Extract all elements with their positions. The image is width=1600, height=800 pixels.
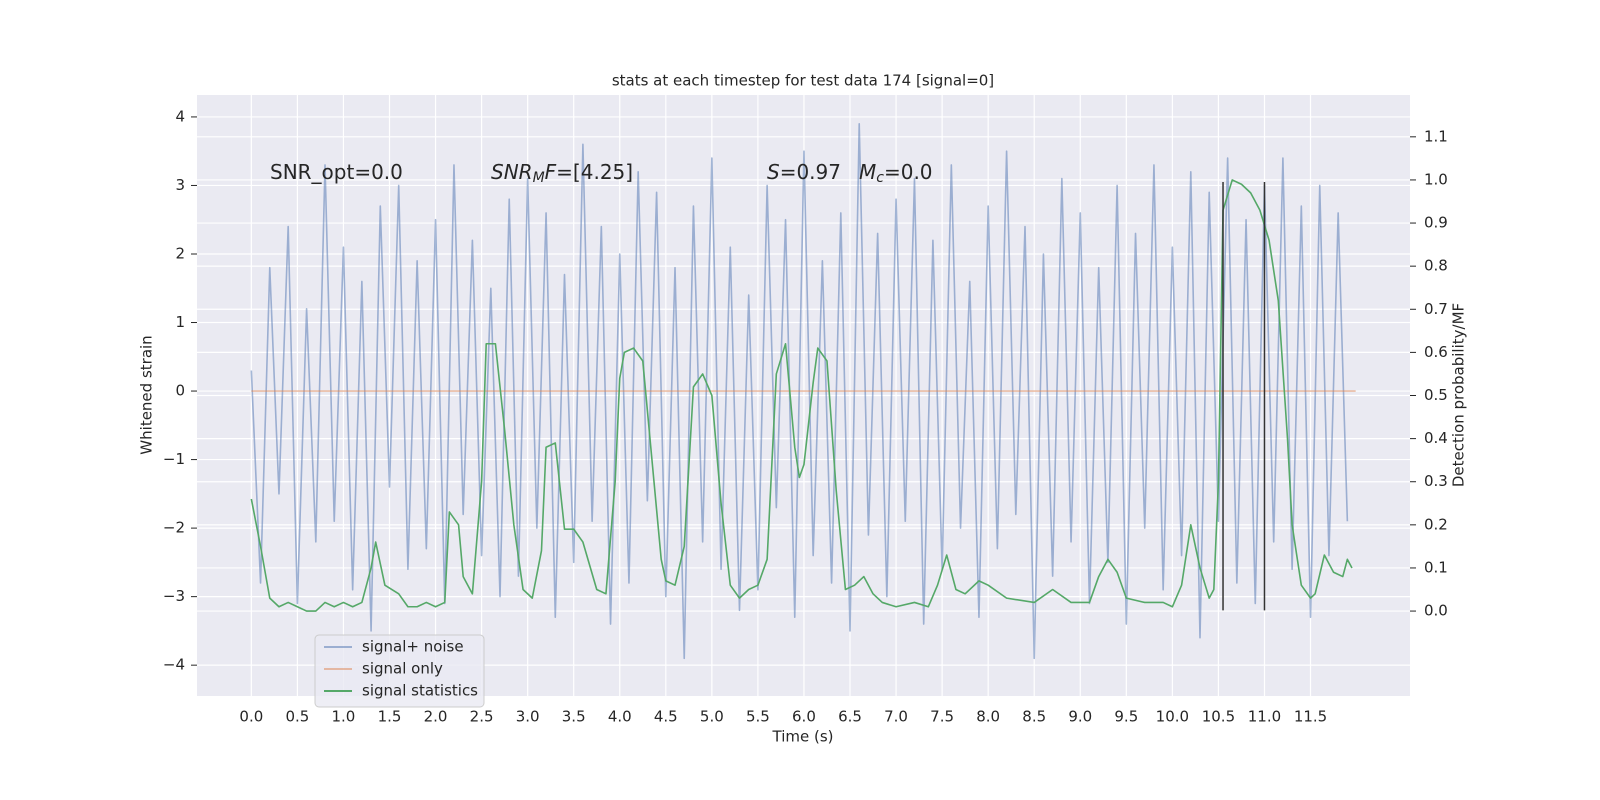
annotation-part: c [876, 170, 884, 186]
x-axis-label: Time (s) [772, 728, 834, 746]
y-axis-label: Whitened strain [138, 335, 156, 454]
series-line [250, 122, 1349, 660]
y-tick-label: −1 [163, 450, 185, 468]
annotation-part: SNR [491, 160, 533, 184]
y2-axis-label: Detection probability/MF [1450, 303, 1468, 487]
x-tick-label: 11.5 [1294, 708, 1327, 726]
y-tick-label: −4 [163, 656, 185, 674]
annotation-part: S [767, 160, 780, 184]
annotation-part: =0.0 [884, 160, 933, 184]
x-tick-label: 10.5 [1202, 708, 1235, 726]
x-tick-label: 1.0 [332, 708, 356, 726]
x-tick-label: 3.5 [562, 708, 586, 726]
annotation-part: M [859, 160, 876, 184]
x-tick-label: 6.0 [792, 708, 816, 726]
x-tick-label: 2.5 [470, 708, 494, 726]
x-tick-label: 0.5 [285, 708, 309, 726]
x-tick-label: 4.0 [608, 708, 632, 726]
annotation-part: SNR_opt=0.0 [270, 160, 403, 184]
y2-tick-label: 0.5 [1424, 386, 1448, 404]
y2-tick-label: 1.0 [1424, 170, 1448, 188]
y-tick-label: 1 [175, 313, 185, 331]
y-tick-label: 2 [175, 244, 185, 262]
x-tick-label: 8.0 [976, 708, 1000, 726]
x-tick-label: 1.5 [378, 708, 402, 726]
x-tick-label: 8.5 [1022, 708, 1046, 726]
x-tick-label: 3.0 [516, 708, 540, 726]
y-tick-label: −3 [163, 587, 185, 605]
y2-tick-label: 0.3 [1424, 472, 1448, 490]
x-tick-label: 2.0 [424, 708, 448, 726]
annotation: Mc=0.0 [859, 160, 933, 187]
x-tick-label: 5.5 [746, 708, 770, 726]
annotation: S=0.97 [767, 160, 841, 184]
y-tick-label: 0 [175, 382, 185, 400]
y2-tick-label: 0.2 [1424, 515, 1448, 533]
annotation: SNRMF=[4.25] [491, 160, 633, 187]
y2-tick-label: 0.4 [1424, 429, 1448, 447]
y2-tick-label: 0.7 [1424, 300, 1448, 318]
x-tick-label: 7.0 [884, 708, 908, 726]
annotation-part: M [533, 170, 545, 186]
y-tick-label: 4 [175, 107, 185, 125]
y2-tick-label: 0.0 [1424, 602, 1448, 620]
legend-box [314, 634, 485, 708]
y-tick-label: −2 [163, 519, 185, 537]
x-tick-label: 7.5 [930, 708, 954, 726]
x-tick-label: 4.5 [654, 708, 678, 726]
y2-tick-label: 1.1 [1424, 127, 1448, 145]
annotation-part: F [545, 160, 557, 184]
y-tick-label: 3 [175, 176, 185, 194]
x-tick-label: 9.0 [1068, 708, 1092, 726]
y2-tick-label: 0.6 [1424, 343, 1448, 361]
annotation-part: =[4.25] [556, 160, 633, 184]
x-tick-label: 11.0 [1248, 708, 1281, 726]
chart-title: stats at each timestep for test data 174… [612, 72, 994, 90]
legend-label: signal statistics [362, 682, 478, 700]
series-line [250, 179, 1353, 612]
annotation-part: =0.97 [780, 160, 841, 184]
annotation: SNR_opt=0.0 [270, 160, 403, 184]
legend-label: signal only [362, 660, 443, 678]
x-tick-label: 9.5 [1114, 708, 1138, 726]
legend-label: signal+ noise [362, 638, 464, 656]
x-tick-label: 6.5 [838, 708, 862, 726]
y2-tick-label: 0.8 [1424, 257, 1448, 275]
x-tick-label: 10.0 [1156, 708, 1189, 726]
x-tick-label: 0.0 [239, 708, 263, 726]
x-tick-label: 5.0 [700, 708, 724, 726]
y2-tick-label: 0.9 [1424, 214, 1448, 232]
y2-tick-label: 0.1 [1424, 558, 1448, 576]
